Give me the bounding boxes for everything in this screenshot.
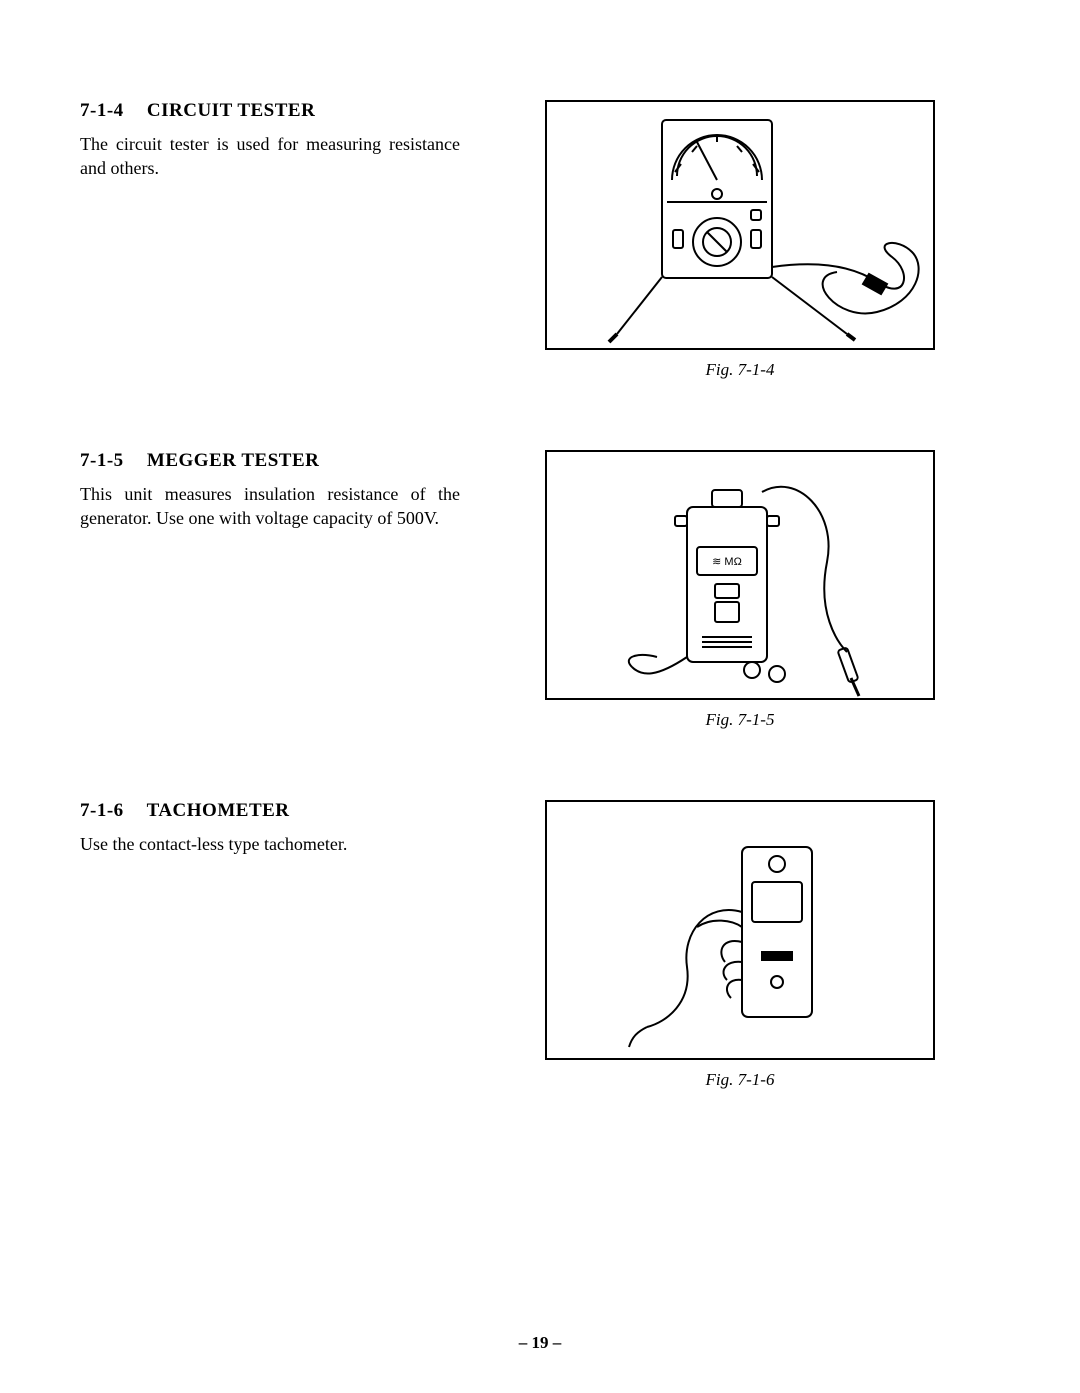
section-number: 7-1-5 <box>80 450 124 472</box>
section-7-1-6: 7-1-6 TACHOMETER Use the contact-less ty… <box>80 800 1000 1090</box>
text-column: 7-1-5 MEGGER TESTER This unit measures i… <box>80 450 480 531</box>
text-column: 7-1-4 CIRCUIT TESTER The circuit tester … <box>80 100 480 181</box>
section-title: TACHOMETER <box>147 800 290 821</box>
svg-text:≋ MΩ: ≋ MΩ <box>712 556 742 568</box>
figure-column: ≋ MΩ <box>480 450 1000 730</box>
section-number: 7-1-4 <box>80 100 124 122</box>
tachometer-icon <box>547 802 937 1062</box>
section-7-1-4: 7-1-4 CIRCUIT TESTER The circuit tester … <box>80 100 1000 380</box>
section-body: Use the contact-less type tachometer. <box>80 832 460 856</box>
figure-box: ≋ MΩ <box>545 450 935 700</box>
figure-column: Fig. 7-1-6 <box>480 800 1000 1090</box>
figure-box <box>545 800 935 1060</box>
section-title: MEGGER TESTER <box>147 450 319 471</box>
text-column: 7-1-6 TACHOMETER Use the contact-less ty… <box>80 800 480 856</box>
section-number: 7-1-6 <box>80 800 124 822</box>
figure-caption: Fig. 7-1-4 <box>706 360 775 380</box>
circuit-tester-icon <box>547 102 937 352</box>
section-heading: 7-1-4 CIRCUIT TESTER <box>80 100 460 122</box>
figure-caption: Fig. 7-1-6 <box>706 1070 775 1090</box>
figure-caption: Fig. 7-1-5 <box>706 710 775 730</box>
section-7-1-5: 7-1-5 MEGGER TESTER This unit measures i… <box>80 450 1000 730</box>
page-number: – 19 – <box>0 1333 1080 1353</box>
section-heading: 7-1-5 MEGGER TESTER <box>80 450 460 472</box>
figure-box <box>545 100 935 350</box>
section-title: CIRCUIT TESTER <box>147 100 315 121</box>
megger-tester-icon: ≋ MΩ <box>547 452 937 702</box>
section-heading: 7-1-6 TACHOMETER <box>80 800 460 822</box>
figure-column: Fig. 7-1-4 <box>480 100 1000 380</box>
section-body: This unit measures insulation resistance… <box>80 482 460 531</box>
section-body: The circuit tester is used for measuring… <box>80 132 460 181</box>
